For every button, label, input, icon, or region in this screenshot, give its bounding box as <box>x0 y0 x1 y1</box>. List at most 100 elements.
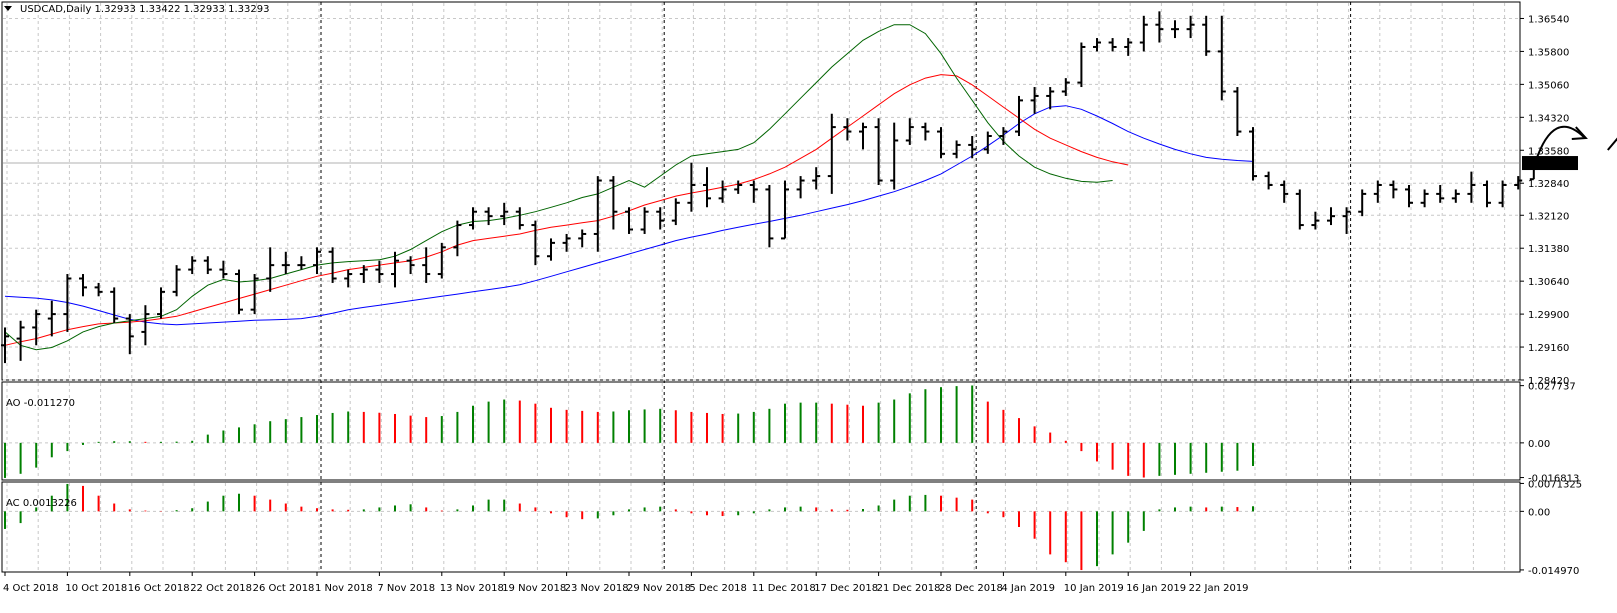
ohlc-bar <box>703 167 711 208</box>
date-tick-label: 26 Oct 2018 <box>253 583 315 594</box>
ohlc-bar <box>1498 180 1507 208</box>
date-tick-label: 10 Jan 2019 <box>1064 583 1124 594</box>
ohlc-bar <box>110 287 119 324</box>
ohlc-bar <box>1046 87 1055 110</box>
ohlc-bar <box>453 220 462 257</box>
chart-menu-triangle-icon[interactable] <box>4 6 12 11</box>
ohlc-bar <box>157 287 165 319</box>
ohlc-bar <box>671 198 680 226</box>
ohlc-bar <box>515 207 524 230</box>
ohlc-bar <box>1483 180 1491 208</box>
ohlc-bar <box>94 282 103 297</box>
price-tick-label: 1.33580 <box>1528 146 1569 157</box>
ohlc-bar <box>687 162 696 212</box>
ohlc-bar <box>1077 42 1086 88</box>
ohlc-bar <box>734 180 743 194</box>
ohlc-bar <box>921 122 930 141</box>
ohlc-bar <box>1373 180 1382 203</box>
ohlc-bar <box>141 305 150 346</box>
ohlc-bar <box>79 274 87 297</box>
date-tick-label: 4 Jan 2019 <box>1001 583 1055 594</box>
moving-average-line-2 <box>4 24 1113 351</box>
ohlc-bar <box>1249 127 1257 181</box>
price-tick-label: 1.35800 <box>1528 47 1569 58</box>
ohlc-bar <box>656 207 665 230</box>
panel-frame-0 <box>1 1 1521 381</box>
date-tick-label: 4 Oct 2018 <box>3 583 58 594</box>
ohlc-bar <box>344 269 353 288</box>
date-tick-label: 17 Dec 2018 <box>814 583 878 594</box>
ohlc-bar <box>1124 38 1133 56</box>
ohlc-bar <box>422 247 431 283</box>
arrow-head-icon <box>1571 126 1588 141</box>
ohlc-bar <box>890 122 899 190</box>
date-tick-label: 21 Dec 2018 <box>877 583 941 594</box>
ohlc-bar <box>1514 176 1523 190</box>
ohlc-bar <box>16 320 25 361</box>
panel-frame-1 <box>1 381 1521 481</box>
ohlc-bar <box>578 229 587 248</box>
ohlc-bar <box>968 136 977 159</box>
moving-average-line-1 <box>4 74 1129 346</box>
ohlc-bar <box>1061 78 1070 96</box>
price-tick-label: 1.32840 <box>1528 179 1569 190</box>
forecast-curve-arrow <box>1534 125 1585 162</box>
ohlc-bar <box>391 251 399 288</box>
price-tick-label: 1.36540 <box>1528 14 1569 25</box>
ohlc-bar <box>172 265 181 297</box>
ohlc-bar <box>1202 15 1211 56</box>
ohlc-bar <box>1171 20 1179 39</box>
date-tick-label: 22 Oct 2018 <box>190 583 252 594</box>
price-tick-label: 1.30640 <box>1528 277 1569 288</box>
ohlc-bar <box>266 247 275 292</box>
ohlc-bar <box>1358 189 1367 217</box>
current-price-label: 1.33293 <box>1526 159 1567 170</box>
ohlc-bar <box>188 256 197 275</box>
ohlc-bar <box>235 269 243 315</box>
ao-title: AO -0.011270 <box>6 398 75 409</box>
ao-tick-label: -0.016813 <box>1528 474 1579 485</box>
ohlc-bar <box>1186 15 1195 39</box>
ohlc-bar <box>32 309 41 346</box>
ohlc-bar <box>250 274 259 315</box>
ohlc-bar <box>1030 87 1039 114</box>
ohlc-bar <box>1264 171 1273 190</box>
chart-panels: 1.36540 1.35800 1.35060 1.34320 1.33580 1.328… <box>1 1 1617 594</box>
ohlc-bar <box>1280 180 1289 203</box>
ohlc-bar <box>406 256 415 275</box>
ohlc-bar <box>1389 180 1398 199</box>
ohlc-bar <box>999 127 1008 145</box>
ohlc-bar <box>843 118 852 141</box>
ohlc-bar <box>297 256 306 270</box>
ohlc-bar <box>328 247 337 283</box>
ohlc-bar <box>47 300 56 337</box>
ohlc-bar <box>625 207 633 234</box>
date-tick-label: 16 Oct 2018 <box>128 583 190 594</box>
ohlc-bar <box>1 327 9 364</box>
moving-average-line-0 <box>4 105 1254 326</box>
date-tick-label: 16 Jan 2019 <box>1126 583 1186 594</box>
ohlc-bar <box>1233 87 1242 137</box>
ohlc-bar <box>1420 189 1429 208</box>
price-tick-label: 1.32120 <box>1528 211 1569 222</box>
ohlc-bar <box>796 176 805 199</box>
date-tick-label: 19 Nov 2018 <box>502 583 566 594</box>
ohlc-bar <box>937 127 945 159</box>
ohlc-bar <box>125 314 134 355</box>
ohlc-bar <box>859 122 867 150</box>
ac-tick-label: 0.0071325 <box>1528 479 1582 490</box>
ohlc-bar <box>281 251 290 275</box>
ohlc-bar <box>203 256 212 275</box>
ohlc-bar <box>1467 171 1476 203</box>
ohlc-bar <box>562 233 571 252</box>
grid-lines <box>3 2 1519 572</box>
ohlc-bar <box>437 242 446 279</box>
ohlc-bar <box>1155 11 1164 43</box>
ohlc-bar <box>469 207 477 230</box>
ohlc-bar <box>749 180 758 203</box>
price-tick-label: 1.31380 <box>1528 244 1569 255</box>
ohlc-bar <box>219 260 228 279</box>
ohlc-bar <box>1093 38 1101 52</box>
ohlc-bar <box>983 131 992 154</box>
date-tick-label: 11 Dec 2018 <box>752 583 816 594</box>
